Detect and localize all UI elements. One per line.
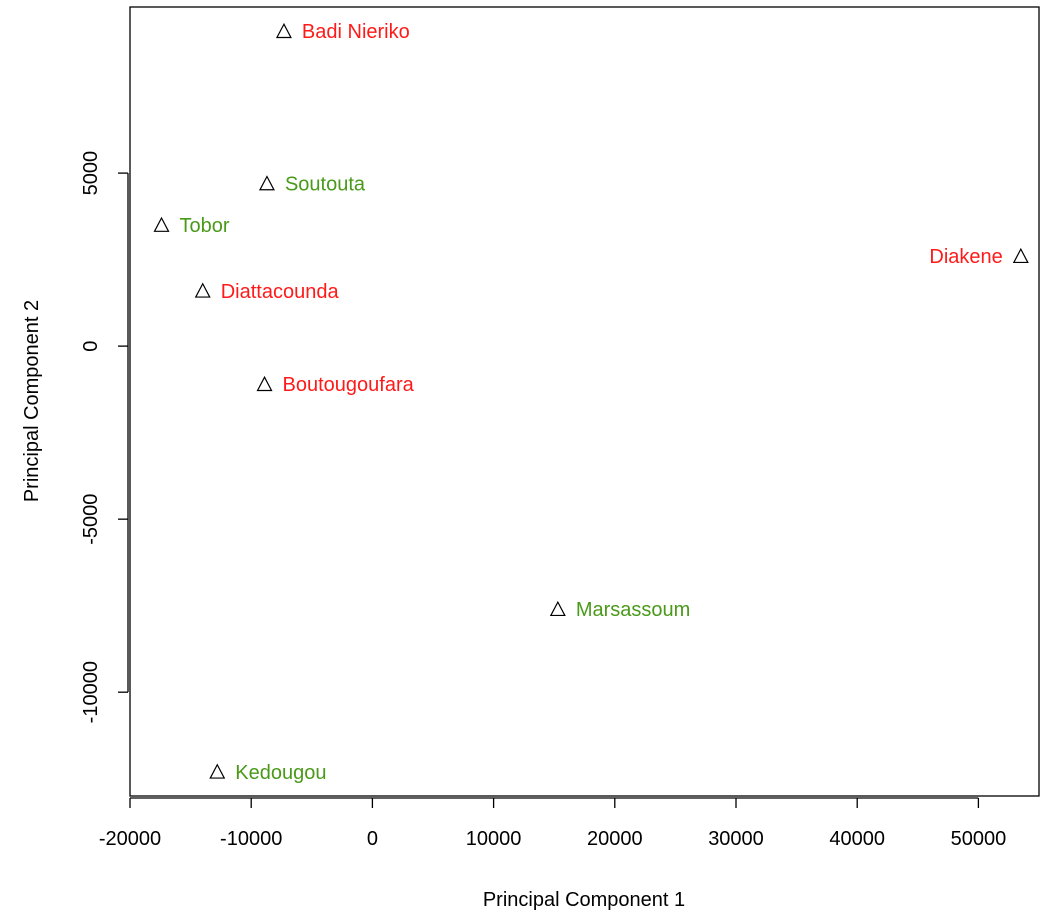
y-tick-label: 0 [80, 341, 102, 352]
x-tick-label: -10000 [220, 828, 282, 850]
triangle-point-marker [153, 216, 170, 232]
triangle-point-marker [275, 22, 292, 39]
x-tick-label: 0 [367, 828, 378, 850]
point-label: Boutougoufara [283, 374, 415, 396]
y-tick-label: 5000 [80, 151, 102, 196]
triangle-point-marker [1012, 247, 1029, 264]
point-label: Marsassoum [576, 599, 690, 621]
point-label: Kedougou [235, 762, 326, 784]
y-tick-label: -10000 [80, 661, 102, 723]
point-label: Diattacounda [221, 281, 340, 303]
x-tick-label: -20000 [99, 828, 161, 850]
triangle-point-marker [549, 600, 566, 617]
plot-frame [129, 6, 1040, 797]
triangle-point-marker [194, 282, 211, 298]
point-label: Diakene [929, 246, 1002, 268]
points-layer: Badi Nieriko Soutouta Tobor Diakene Diattaco… [153, 21, 1029, 784]
x-axis-title: Principal Component 1 [483, 889, 685, 911]
x-tick-label: 10000 [466, 828, 522, 850]
point-label: Badi Nieriko [302, 21, 410, 43]
x-tick-label: 40000 [829, 828, 885, 850]
y-tick-label: -5000 [80, 494, 102, 545]
point-label: Soutouta [285, 173, 366, 195]
y-axis-title: Principal Component 2 [21, 300, 43, 502]
triangle-point-marker [209, 763, 226, 779]
triangle-point-marker [258, 175, 275, 191]
point-label: Tobor [180, 215, 230, 237]
triangle-point-marker [256, 375, 273, 392]
x-axis: -20000 -10000 0 10000 20000 30000 40000 50000 [99, 797, 1007, 850]
y-axis: -10000 -5000 0 5000 [80, 151, 129, 723]
x-tick-label: 50000 [951, 828, 1007, 850]
x-tick-label: 30000 [708, 828, 764, 850]
x-tick-label: 20000 [587, 828, 643, 850]
